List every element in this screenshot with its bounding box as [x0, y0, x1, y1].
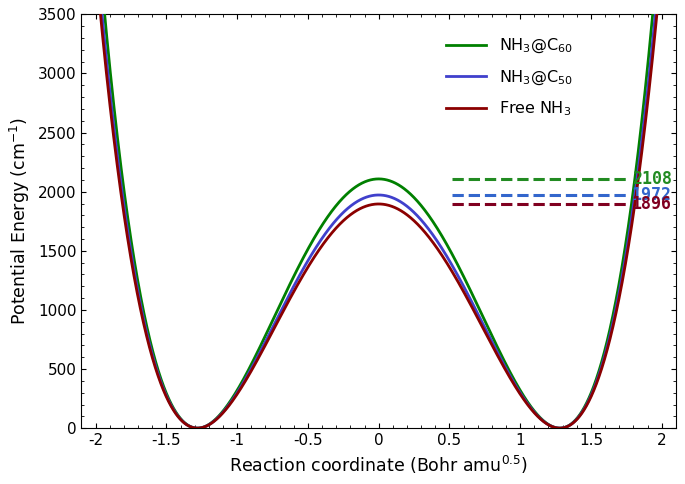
Free NH$_3$ — [180, 420, 188, 426]
Free NH$_3$ — [332, 226, 340, 232]
Text: 1972: 1972 — [632, 186, 672, 204]
Free NH$_3$ — [596, 370, 604, 376]
NH$_3$@C$_{50}$ — [193, 425, 201, 431]
NH$_3$@C$_{60}$ — [145, 334, 153, 340]
NH$_3$@C$_{60}$ — [306, 243, 314, 249]
NH$_3$@C$_{50}$ — [180, 420, 188, 426]
Free NH$_3$ — [145, 344, 153, 349]
NH$_3$@C$_{60}$ — [332, 204, 340, 210]
Y-axis label: Potential Energy (cm$^{-1}$): Potential Energy (cm$^{-1}$) — [8, 117, 32, 325]
Free NH$_3$ — [193, 425, 201, 431]
Line: NH$_3$@C$_{50}$: NH$_3$@C$_{50}$ — [82, 0, 676, 428]
Line: Free NH$_3$: Free NH$_3$ — [82, 0, 676, 428]
NH$_3$@C$_{50}$ — [596, 367, 604, 373]
NH$_3$@C$_{50}$ — [145, 340, 153, 346]
NH$_3$@C$_{60}$ — [180, 420, 188, 425]
Text: 1896: 1896 — [632, 195, 672, 213]
Legend: NH$_3$@C$_{60}$, NH$_3$@C$_{50}$, Free NH$_3$: NH$_3$@C$_{60}$, NH$_3$@C$_{50}$, Free N… — [440, 30, 579, 124]
NH$_3$@C$_{60}$ — [596, 363, 604, 369]
NH$_3$@C$_{50}$ — [332, 218, 340, 224]
Text: 2108: 2108 — [632, 170, 672, 188]
NH$_3$@C$_{50}$ — [306, 255, 314, 261]
Line: NH$_3$@C$_{60}$: NH$_3$@C$_{60}$ — [82, 0, 676, 428]
X-axis label: Reaction coordinate (Bohr amu$^{0.5}$): Reaction coordinate (Bohr amu$^{0.5}$) — [229, 454, 528, 476]
Free NH$_3$ — [306, 261, 314, 267]
NH$_3$@C$_{60}$ — [193, 425, 201, 431]
